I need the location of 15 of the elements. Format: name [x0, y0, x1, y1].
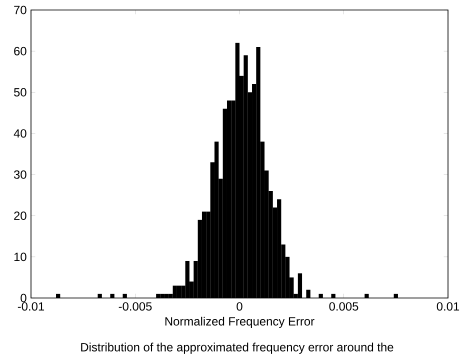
y-tick-label: 10 — [14, 252, 26, 262]
x-axis-title: Normalized Frequency Error — [165, 316, 314, 328]
y-tick-label: 50 — [14, 88, 26, 97]
y-tick-label: 60 — [14, 46, 26, 56]
y-tick-label: 30 — [14, 170, 26, 179]
text: Distribution of the approximated frequency error around the — [81, 342, 394, 354]
x-tick-label: -0.005 — [118, 302, 152, 311]
x-tick-label: -0.01 — [18, 302, 44, 311]
y-tick-label: 0 — [20, 294, 26, 302]
x-tick-label: 0.005 — [329, 302, 358, 311]
x-tick-label: 0.01 — [436, 302, 460, 311]
y-tick-label: 40 — [14, 129, 26, 138]
x-tick-label: 0 — [236, 302, 242, 311]
y-tick-label: 70 — [14, 6, 26, 14]
y-tick-label: 20 — [14, 211, 26, 220]
